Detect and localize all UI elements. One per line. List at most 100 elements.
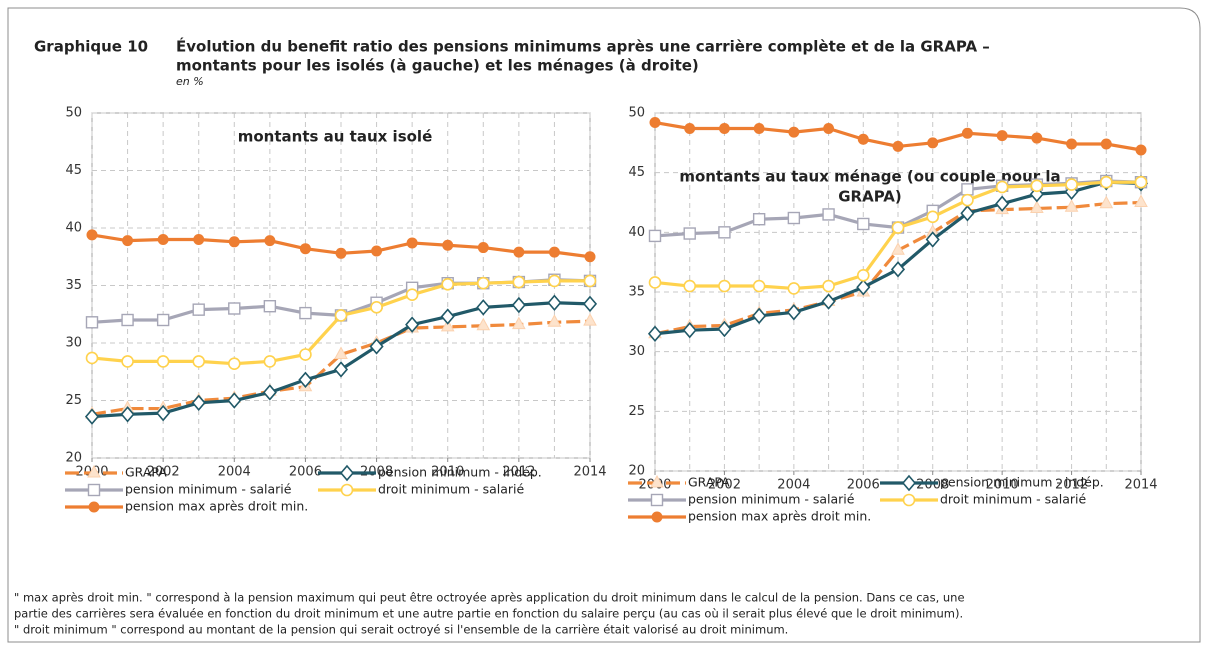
data-point — [926, 210, 940, 224]
legend-label: pension max après droit min. — [688, 509, 871, 524]
data-point — [227, 357, 241, 371]
y-tick-label: 25 — [628, 404, 645, 419]
data-point — [1135, 144, 1147, 156]
x-tick-label: 2002 — [147, 465, 180, 480]
legend-label: droit minimum - salarié — [378, 482, 524, 497]
annotation: montants au taux isolé — [238, 128, 433, 146]
data-point — [584, 251, 596, 263]
data-point — [961, 127, 973, 139]
data-point — [157, 234, 169, 245]
annotation: montants au taux ménage (ou couple pour … — [679, 168, 1060, 186]
data-point — [512, 275, 526, 289]
data-point — [1100, 138, 1112, 150]
legend-marker — [87, 464, 101, 478]
y-tick-label: 20 — [628, 464, 645, 479]
y-tick-label: 40 — [65, 221, 82, 236]
y-tick-label: 30 — [65, 336, 82, 351]
data-point — [85, 351, 99, 365]
data-point — [1030, 179, 1044, 193]
data-point — [120, 406, 135, 423]
x-tick-label: 2012 — [1055, 478, 1088, 493]
data-point — [823, 123, 835, 135]
data-point — [925, 231, 940, 248]
data-point — [405, 316, 420, 333]
data-point — [440, 308, 455, 325]
data-point — [370, 301, 383, 314]
data-point — [822, 279, 835, 293]
legend-label: pension minimum - indép. — [940, 475, 1104, 490]
data-point — [752, 279, 766, 293]
data-point — [227, 392, 242, 409]
data-point — [228, 302, 241, 315]
data-point — [996, 130, 1008, 142]
y-tick-label: 50 — [628, 106, 645, 121]
data-point — [718, 123, 730, 135]
legend-label: pension max après droit min. — [125, 499, 308, 514]
x-tick-label: 2010 — [431, 465, 464, 480]
data-point — [927, 137, 939, 149]
legend-label: GRAPA — [125, 465, 167, 480]
annotation: GRAPA) — [838, 188, 902, 206]
x-tick-label: 2006 — [847, 478, 880, 493]
data-point — [264, 235, 276, 247]
data-point — [333, 361, 349, 378]
data-point — [299, 243, 311, 255]
x-tick-label: 2008 — [360, 465, 393, 480]
data-point — [442, 239, 454, 251]
x-tick-label: 2004 — [218, 465, 251, 480]
data-point — [122, 235, 134, 247]
subtitle: en % — [176, 75, 204, 88]
x-tick-label: 2014 — [573, 465, 606, 480]
legend-marker — [650, 493, 664, 507]
data-point — [85, 316, 99, 329]
data-point — [647, 325, 663, 342]
x-tick-label: 2004 — [777, 478, 810, 493]
y-tick-label: 20 — [65, 451, 82, 466]
data-point — [192, 303, 205, 316]
data-point — [192, 355, 206, 368]
data-point — [1031, 132, 1043, 144]
data-point — [476, 299, 491, 316]
data-point — [583, 274, 597, 288]
note: " droit minimum " correspond au montant … — [14, 623, 788, 637]
y-tick-label: 45 — [65, 163, 82, 178]
data-point — [1099, 175, 1113, 189]
data-point — [335, 247, 347, 259]
data-point — [891, 221, 905, 234]
x-tick-label: 2002 — [708, 478, 741, 493]
figure-label: Graphique 10 — [34, 38, 148, 56]
data-point — [476, 317, 491, 331]
data-point — [371, 245, 383, 257]
data-point — [513, 246, 525, 258]
data-point — [1066, 138, 1078, 150]
data-point — [857, 217, 870, 231]
data-point — [718, 226, 731, 239]
legend-marker — [650, 474, 664, 488]
data-point — [334, 346, 348, 359]
legend-label: pension minimum - indép. — [378, 465, 542, 480]
data-point — [440, 318, 455, 332]
data-point — [1134, 194, 1148, 207]
data-point — [548, 274, 561, 288]
legend-marker — [88, 501, 100, 513]
data-point — [334, 309, 348, 322]
data-point — [262, 384, 277, 401]
data-point — [548, 246, 560, 258]
data-point — [263, 300, 277, 313]
data-point — [298, 371, 313, 389]
data-point — [193, 234, 205, 245]
y-tick-label: 50 — [65, 106, 82, 121]
data-point — [787, 211, 801, 225]
legend-label: pension minimum - salarié — [125, 482, 292, 497]
data-point — [547, 314, 562, 327]
data-point — [1064, 199, 1079, 212]
data-point — [299, 306, 312, 320]
y-tick-label: 30 — [628, 344, 645, 359]
data-point — [1134, 175, 1148, 189]
data-point — [961, 183, 974, 196]
data-point — [369, 338, 384, 355]
legend-marker — [339, 464, 355, 482]
data-point — [995, 180, 1009, 194]
data-point — [892, 140, 904, 152]
